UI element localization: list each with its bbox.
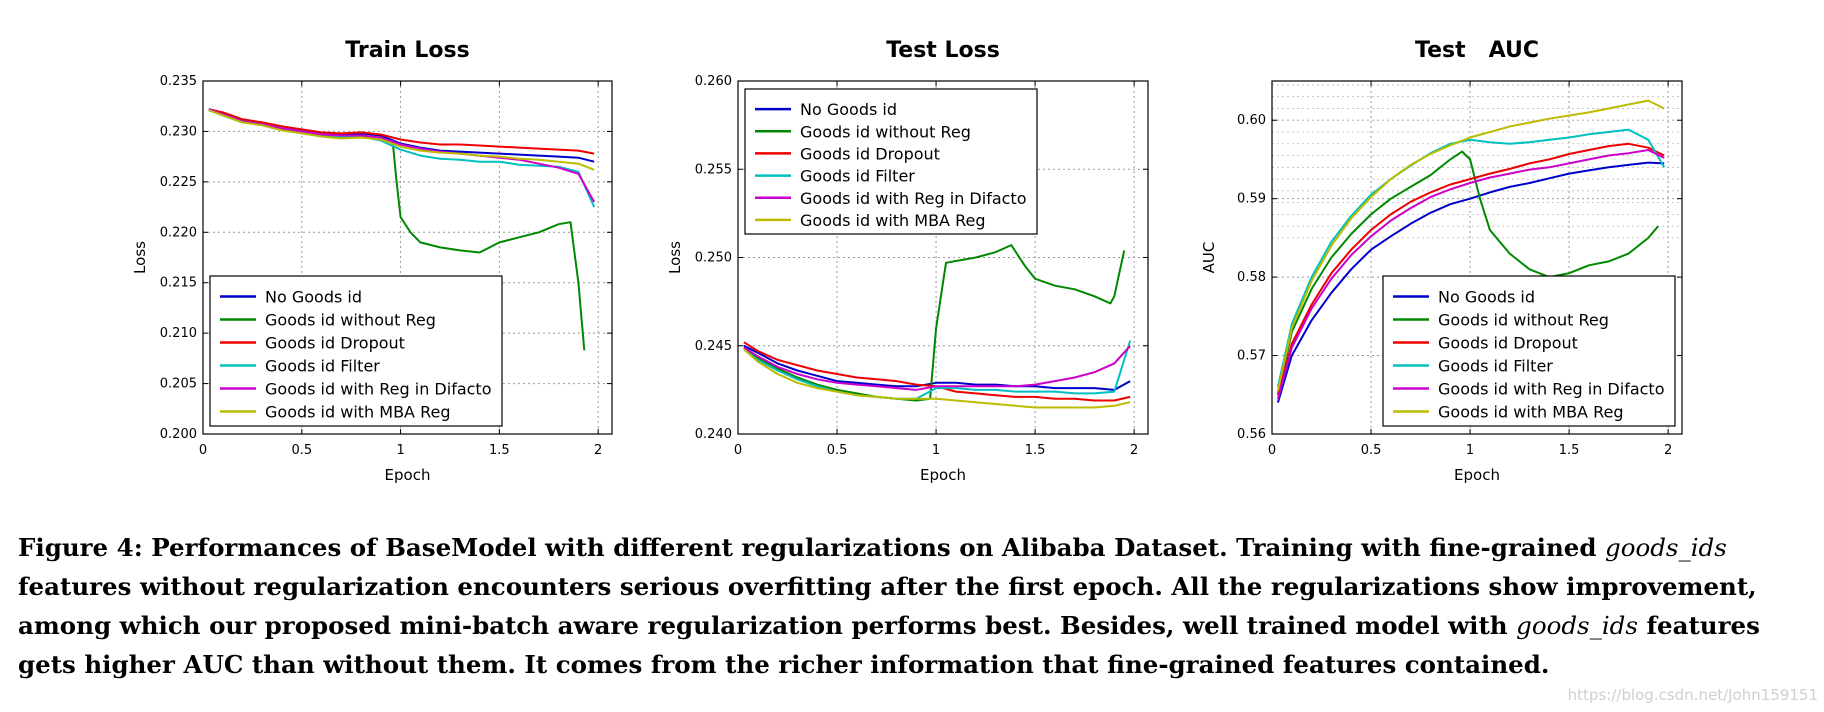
y-tick-label: 0.59 [1237, 192, 1266, 207]
x-tick-label: 0 [1268, 443, 1276, 458]
plot-frame [1271, 80, 1683, 435]
y-tick-label: 0.245 [695, 339, 732, 354]
y-tick-label: 0.215 [160, 276, 197, 291]
y-axis-label: AUC [1200, 242, 1218, 274]
legend-label-3: Goods id Dropout [1438, 334, 1578, 353]
y-tick-label: 0.220 [160, 225, 197, 240]
y-tick-label: 0.255 [695, 162, 732, 177]
x-tick-label: 1 [1466, 443, 1474, 458]
charts-svg: 0 0.5 1 1.5 2 0.200 0.205 0.210 0.215 0.220 0.225 0… [131, 38, 1683, 484]
legend: No Goods id Goods id without Reg Goods id … [209, 275, 503, 427]
x-tick-label: 0.5 [1361, 443, 1382, 458]
caption-part-3: features gets higher AUC than without th… [18, 611, 1760, 679]
legend-label-3: Goods id Dropout [265, 334, 405, 353]
figure-charts: 0 0.5 1 1.5 2 0.200 0.205 0.210 0.215 0.220 0.225 0… [131, 38, 1683, 484]
legend-label-2: Goods id without Reg [265, 311, 436, 330]
legend-label-5: Goods id with Reg in Difacto [1438, 380, 1665, 399]
series-line-4 [743, 340, 1132, 400]
series-line-6 [1276, 99, 1665, 392]
y-tick-label: 0.225 [160, 175, 197, 190]
legend-label-3: Goods id Dropout [800, 144, 940, 163]
y-axis-label: Loss [131, 241, 149, 274]
x-axis-label: Epoch [920, 466, 966, 484]
legend-label-2: Goods id without Reg [800, 122, 971, 141]
y-tick-label: 0.235 [160, 74, 197, 89]
y-tick-label: 0.210 [160, 326, 197, 341]
y-tick-label: 0.250 [695, 251, 732, 266]
chart-title: Test AUC [1415, 38, 1539, 63]
x-tick-label: 0.5 [291, 443, 312, 458]
legend-label-4: Goods id Filter [265, 357, 380, 376]
series-line-5 [1276, 149, 1665, 399]
legend-label-5: Goods id with Reg in Difacto [265, 380, 492, 399]
y-tick-label: 0.240 [695, 427, 732, 442]
y-tick-label: 0.56 [1237, 427, 1266, 442]
legend-label-2: Goods id without Reg [1438, 311, 1609, 330]
chart-3: 0 0.5 1 1.5 2 0.56 0.57 0.58 0.59 0.60 Test AUC Epo… [1200, 38, 1683, 484]
series-line-1 [743, 344, 1131, 391]
caption-part-1: Figure 4: Performances of BaseModel with… [18, 533, 1606, 562]
x-tick-label: 2 [1664, 443, 1672, 458]
caption-italic-2: goods_ids [1516, 611, 1638, 640]
series-line-2 [743, 244, 1126, 402]
legend-box [744, 88, 1038, 235]
series-line-4 [1276, 128, 1666, 388]
legend-label-1: No Goods id [265, 288, 362, 307]
legend-label-6: Goods id with MBA Reg [800, 211, 985, 230]
series-line-6 [743, 348, 1131, 409]
y-axis-label: Loss [666, 241, 684, 274]
x-tick-label: 0.5 [827, 443, 848, 458]
chart-1: 0 0.5 1 1.5 2 0.200 0.205 0.210 0.215 0.220 0.225 0… [131, 38, 613, 484]
y-tick-label: 0.57 [1237, 349, 1266, 364]
x-tick-label: 0 [734, 443, 742, 458]
plot-frame [202, 80, 613, 435]
legend-box [1382, 275, 1676, 427]
x-tick-label: 1.5 [489, 443, 510, 458]
x-axis-label: Epoch [1454, 466, 1500, 484]
series-line-1 [1276, 161, 1665, 403]
y-tick-label: 0.230 [160, 124, 197, 139]
legend-label-4: Goods id Filter [1438, 357, 1553, 376]
legend-label-1: No Goods id [800, 100, 897, 119]
legend-box [209, 275, 503, 427]
x-tick-label: 1 [932, 443, 940, 458]
series-line-5 [208, 108, 596, 203]
watermark: https://blog.csdn.net/John159151 [1567, 686, 1818, 704]
y-tick-label: 0.205 [160, 377, 197, 392]
series-line-6 [208, 109, 595, 171]
figure-caption: Figure 4: Performances of BaseModel with… [18, 528, 1808, 684]
chart-2: 0 0.5 1 1.5 2 0.240 0.245 0.250 0.255 0.260 Test L… [666, 38, 1149, 484]
legend-label-5: Goods id with Reg in Difacto [800, 189, 1027, 208]
chart-title: Test Loss [886, 38, 1000, 63]
caption-part-2: features without regularization encounte… [18, 572, 1757, 640]
x-tick-label: 0 [199, 443, 207, 458]
x-tick-label: 2 [594, 443, 602, 458]
caption-italic-1: goods_ids [1605, 533, 1727, 562]
series-line-3 [208, 108, 595, 155]
legend-label-6: Goods id with MBA Reg [1438, 403, 1623, 422]
legend-label-4: Goods id Filter [800, 167, 915, 186]
legend: No Goods id Goods id without Reg Goods id … [1382, 275, 1676, 427]
x-tick-label: 1.5 [1559, 443, 1580, 458]
x-tick-label: 2 [1130, 443, 1138, 458]
series-line-2 [1276, 150, 1659, 396]
x-tick-label: 1 [396, 443, 404, 458]
legend-label-6: Goods id with MBA Reg [265, 403, 450, 422]
y-tick-label: 0.260 [695, 74, 732, 89]
legend: No Goods id Goods id without Reg Goods id … [744, 88, 1038, 235]
series-line-5 [743, 345, 1131, 391]
x-tick-label: 1.5 [1025, 443, 1046, 458]
chart-title: Train Loss [345, 38, 469, 63]
legend-label-1: No Goods id [1438, 288, 1535, 307]
x-axis-label: Epoch [385, 466, 431, 484]
series-line-3 [1276, 142, 1665, 396]
y-tick-label: 0.200 [160, 427, 197, 442]
y-tick-label: 0.60 [1237, 113, 1266, 128]
y-tick-label: 0.58 [1237, 270, 1266, 285]
